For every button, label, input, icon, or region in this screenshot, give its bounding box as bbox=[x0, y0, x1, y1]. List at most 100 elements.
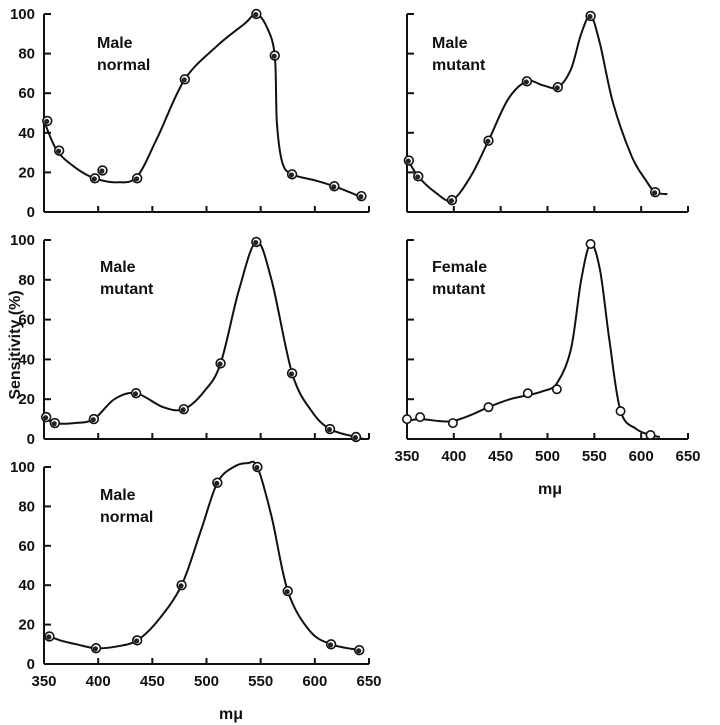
data-point-fill bbox=[352, 435, 358, 441]
data-point-fill bbox=[652, 190, 658, 196]
data-point-fill bbox=[271, 53, 277, 59]
y-tick-label: 20 bbox=[18, 164, 35, 181]
series-curve bbox=[43, 241, 364, 440]
x-tick-label: 650 bbox=[356, 673, 381, 690]
data-point-fill bbox=[254, 465, 260, 471]
panel-top-right: Male mutant bbox=[403, 10, 689, 213]
data-point-fill bbox=[55, 148, 62, 154]
chart-panels: 0 20 40 60 80 100 Male normal Male mutant 0 20 40 60 8… bbox=[10, 6, 701, 690]
data-point-fill bbox=[42, 415, 49, 421]
panel-label-line: normal bbox=[97, 57, 150, 74]
panel-label-line: Male bbox=[432, 35, 468, 52]
y-tick-label: 40 bbox=[18, 577, 35, 594]
data-point-fill bbox=[326, 427, 332, 433]
panel-bottom-left: 0 20 40 60 80 100 350 400 450 500 550 600 650 Male nor… bbox=[10, 459, 382, 690]
data-point bbox=[551, 384, 562, 395]
data-point-fill bbox=[405, 158, 411, 164]
data-point-fill bbox=[448, 198, 454, 204]
x-axis-title-bottom: mμ bbox=[219, 706, 243, 723]
panel-label-line: Male bbox=[97, 35, 133, 52]
x-tick-label: 500 bbox=[535, 448, 560, 465]
y-tick-label: 60 bbox=[18, 538, 35, 555]
data-point bbox=[615, 406, 626, 417]
y-tick-label: 20 bbox=[18, 617, 35, 634]
y-tick-label: 80 bbox=[18, 498, 35, 515]
data-point-fill bbox=[415, 174, 421, 180]
x-axis-title-right: mμ bbox=[538, 481, 562, 498]
panel-label-line: mutant bbox=[432, 281, 486, 298]
data-point bbox=[401, 414, 412, 425]
data-point bbox=[585, 238, 596, 249]
data-point-fill bbox=[214, 480, 220, 486]
panel-label-line: normal bbox=[100, 509, 153, 526]
data-point-fill bbox=[99, 168, 105, 174]
series-curve bbox=[43, 12, 364, 200]
data-point-fill bbox=[91, 176, 97, 182]
data-point-fill bbox=[327, 642, 334, 648]
x-tick-label: 350 bbox=[31, 673, 56, 690]
data-point-fill bbox=[288, 172, 295, 178]
y-tick-label: 40 bbox=[18, 351, 35, 368]
panel-middle-right: 350 400 450 500 550 600 650 Female mutant bbox=[394, 238, 701, 465]
data-point-fill bbox=[132, 391, 139, 397]
data-point-fill bbox=[181, 77, 187, 83]
data-point-fill bbox=[554, 85, 560, 91]
data-point-fill bbox=[253, 239, 259, 246]
y-tick-label: 80 bbox=[18, 272, 35, 289]
data-point-fill bbox=[485, 138, 491, 144]
panel-top-left: 0 20 40 60 80 100 Male normal bbox=[10, 6, 370, 221]
x-tick-label: 600 bbox=[302, 673, 327, 690]
panel-label-line: mutant bbox=[100, 281, 154, 298]
data-point bbox=[522, 388, 533, 399]
x-tick-label: 550 bbox=[582, 448, 607, 465]
x-tick-label: 350 bbox=[394, 448, 419, 465]
y-tick-label: 0 bbox=[27, 431, 35, 448]
y-tick-label: 80 bbox=[18, 46, 35, 63]
y-tick-label: 0 bbox=[27, 656, 35, 673]
panel-label-line: mutant bbox=[432, 57, 486, 74]
x-tick-label: 650 bbox=[675, 448, 700, 465]
y-tick-label: 100 bbox=[10, 232, 35, 249]
data-point bbox=[415, 412, 426, 423]
data-point-fill bbox=[358, 194, 364, 200]
data-point-fill bbox=[217, 361, 223, 367]
data-point-fill bbox=[46, 634, 52, 640]
y-tick-label: 100 bbox=[10, 6, 35, 23]
data-point-fill bbox=[587, 13, 593, 20]
panel-label-line: Male bbox=[100, 487, 136, 504]
data-point-fill bbox=[44, 118, 50, 125]
data-point-fill bbox=[523, 79, 529, 85]
y-tick-label: 40 bbox=[18, 125, 35, 142]
data-point-fill bbox=[133, 638, 140, 644]
x-tick-label: 400 bbox=[441, 448, 466, 465]
data-point bbox=[447, 418, 458, 429]
x-tick-label: 400 bbox=[86, 673, 111, 690]
x-tick-label: 600 bbox=[629, 448, 654, 465]
y-tick-label: 20 bbox=[18, 391, 35, 408]
panel-middle-left: 0 20 40 60 80 100 Male mutant bbox=[10, 232, 370, 448]
data-point-fill bbox=[51, 421, 57, 427]
data-point-fill bbox=[92, 646, 98, 652]
x-tick-label: 450 bbox=[140, 673, 165, 690]
x-tick-label: 450 bbox=[488, 448, 513, 465]
y-tick-label: 60 bbox=[18, 85, 35, 102]
data-point-fill bbox=[331, 184, 337, 190]
y-tick-label: 60 bbox=[18, 312, 35, 329]
panel-label-line: Female bbox=[432, 259, 487, 276]
data-point-fill bbox=[284, 589, 290, 595]
data-point bbox=[645, 430, 656, 441]
data-point-fill bbox=[178, 583, 184, 589]
data-point bbox=[483, 402, 494, 413]
y-axis-title: Sensitivity (%) bbox=[7, 290, 24, 399]
data-point-fill bbox=[253, 12, 259, 18]
data-point-fill bbox=[288, 371, 295, 377]
series-curve bbox=[43, 460, 365, 654]
y-tick-label: 0 bbox=[27, 204, 35, 221]
x-tick-label: 500 bbox=[194, 673, 219, 690]
y-tick-label: 100 bbox=[10, 459, 35, 476]
data-point-fill bbox=[133, 176, 140, 182]
x-tick-label: 550 bbox=[248, 673, 273, 690]
data-point-fill bbox=[356, 648, 362, 654]
data-point-fill bbox=[180, 407, 186, 413]
